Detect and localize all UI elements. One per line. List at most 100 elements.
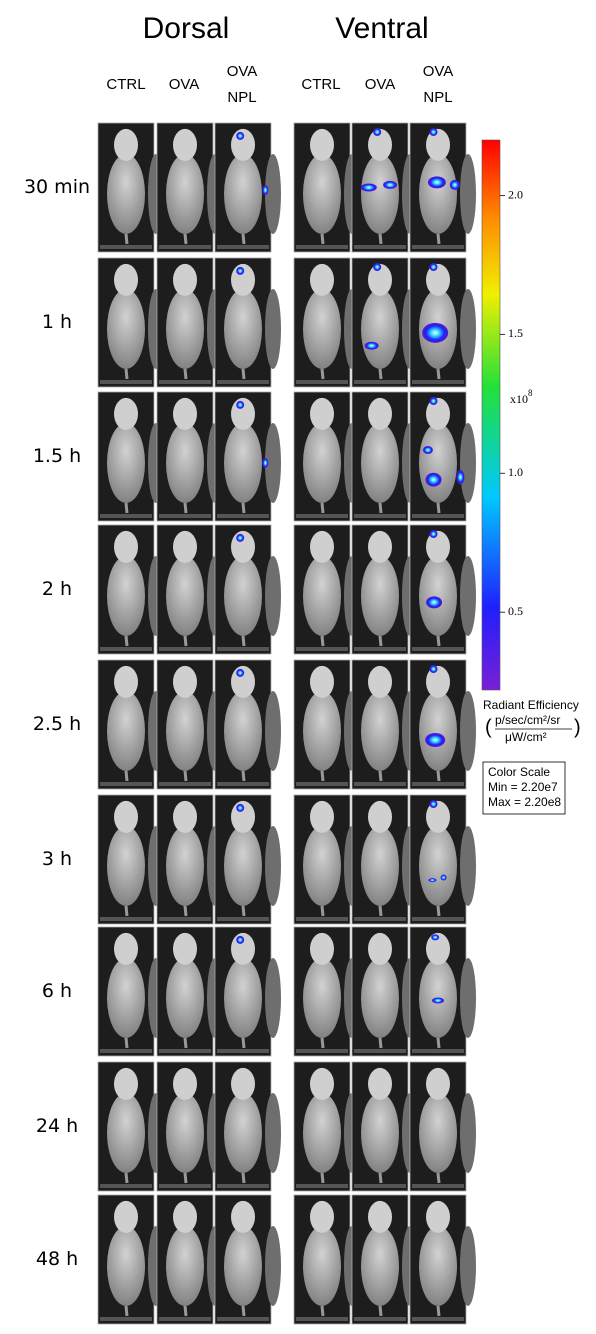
mouse-panel [409,794,476,925]
mouse-panel [293,391,360,522]
signal-spot [429,128,438,137]
mouse-panel [214,1194,281,1325]
neighbor-mouse [460,1225,476,1306]
mouse-tail [320,1305,325,1317]
mouse-body [224,555,262,636]
mouse-tail [124,1037,129,1049]
mouse-panel [156,1194,223,1325]
signal-spot [426,596,443,609]
mouse-head [368,665,392,698]
mouse-panel [97,794,164,925]
column-label: CTRL [301,76,340,93]
mouse-body [107,1092,145,1173]
mouse-tail [320,905,325,917]
signal-spot [236,668,245,677]
mouse-body [419,825,457,906]
mouse-tail [436,1037,441,1049]
paren: ( [485,716,492,738]
mouse-body [107,1225,145,1306]
mouse-tail [241,905,246,917]
color-bar [481,139,501,691]
panel-caption [412,380,464,384]
exponent: x108 [510,388,533,406]
mouse-panel [156,122,223,253]
panel-caption [159,514,211,518]
neighbor-mouse [460,1092,476,1173]
signal-spot [449,179,460,190]
signal-spot [429,530,438,539]
panel-caption [217,514,269,518]
mouse-head [426,263,450,296]
mouse-panel [351,659,418,790]
mouse-tail [436,905,441,917]
row-label: 24 h [36,1115,78,1137]
mouse-tail [378,368,383,380]
paren: ) [574,716,581,738]
panel-caption [354,1317,406,1321]
mouse-head [368,397,392,430]
mouse-body [224,825,262,906]
mouse-panel [293,659,360,790]
panel-caption [354,1184,406,1188]
mouse-panel [214,926,281,1057]
mouse-tail [378,502,383,514]
mouse-tail [241,233,246,245]
mouse-body [224,153,262,234]
mouse-body [419,555,457,636]
panel-caption [354,245,406,249]
signal-spot [236,533,245,542]
row-label: 6 h [42,980,72,1002]
panel-caption [217,1049,269,1053]
mouse-panel [351,926,418,1057]
row-label: 1 h [42,311,72,333]
mouse-panel [409,257,476,388]
mouse-panel [409,1061,476,1192]
mouse-panel [351,257,418,388]
mouse-head [114,397,138,430]
mouse-body [361,825,399,906]
panel-caption [217,917,269,921]
ventral-header: Ventral [335,12,428,45]
mouse-panel [214,391,281,522]
mouse-body [419,690,457,771]
neighbor-mouse [265,422,281,503]
signal-spot [425,732,446,747]
mouse-tail [241,1172,246,1184]
mouse-panel [351,794,418,925]
panel-caption [296,1049,348,1053]
mouse-body [419,153,457,234]
unit-numerator: p/sec/cm²/sr [495,713,560,727]
panel-caption [159,1049,211,1053]
panel-caption [412,647,464,651]
column-label: CTRL [106,76,145,93]
mouse-tail [436,635,441,647]
mouse-head [310,128,334,161]
mouse-panel [409,122,476,253]
neighbor-mouse [460,288,476,369]
neighbor-mouse [460,153,476,234]
mouse-head [426,128,450,161]
mouse-head [426,1067,450,1100]
mouse-body [361,957,399,1038]
neighbor-mouse [265,690,281,771]
mouse-head [310,397,334,430]
mouse-panel [97,257,164,388]
mouse-panel [156,524,223,655]
mouse-body [361,422,399,503]
signal-spot [429,800,438,809]
mouse-body [419,1225,457,1306]
mouse-body [224,1225,262,1306]
mouse-head [310,1067,334,1100]
mouse-tail [241,770,246,782]
panel-caption [159,917,211,921]
mouse-tail [183,770,188,782]
column-label: NPL [227,89,256,106]
signal-spot [373,263,382,272]
mouse-tail [378,1305,383,1317]
mouse-head [173,1067,197,1100]
panel-caption [296,782,348,786]
panel-caption [412,245,464,249]
mouse-head [114,128,138,161]
mouse-tail [320,233,325,245]
mouse-head [310,932,334,965]
